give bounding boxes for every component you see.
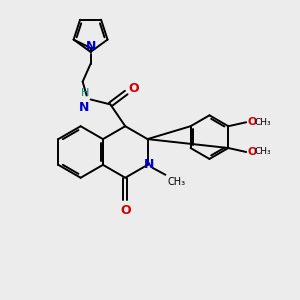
Text: N: N [79, 101, 90, 115]
Text: CH₃: CH₃ [167, 177, 185, 187]
Text: O: O [247, 117, 256, 127]
Text: O: O [247, 147, 256, 157]
Text: O: O [128, 82, 139, 95]
Text: CH₃: CH₃ [254, 148, 271, 157]
Text: O: O [120, 205, 130, 218]
Text: CH₃: CH₃ [254, 118, 271, 127]
Text: H: H [81, 88, 90, 98]
Text: N: N [144, 158, 155, 171]
Text: N: N [85, 40, 96, 53]
